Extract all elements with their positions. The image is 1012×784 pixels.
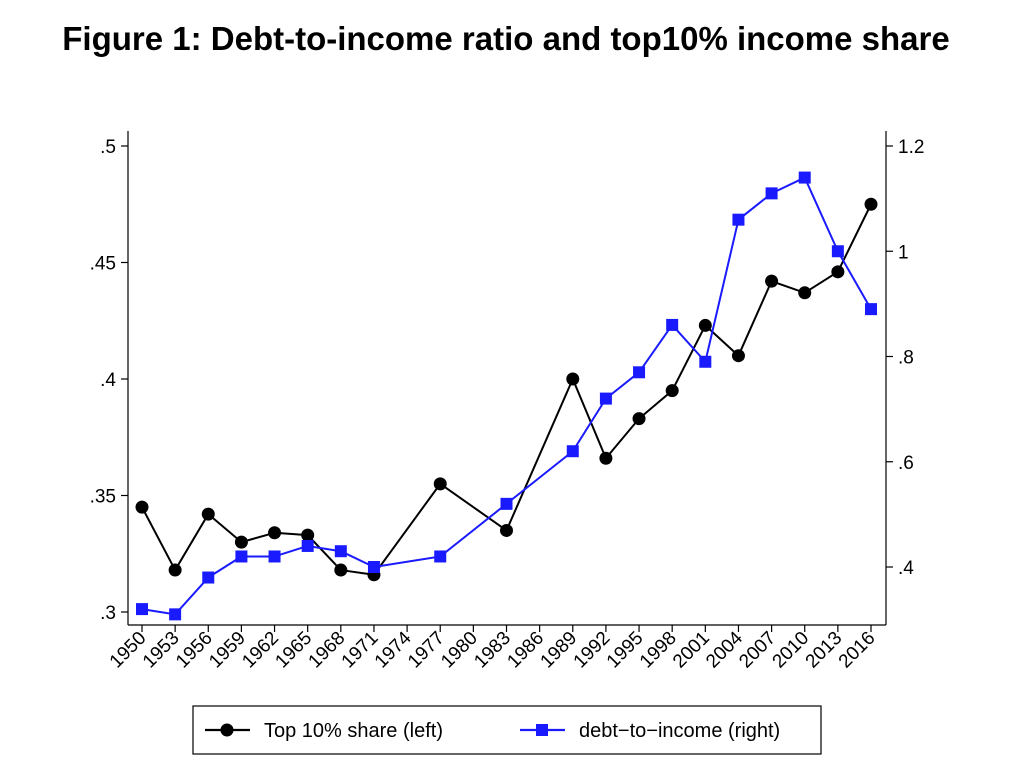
axes: .3.35.4.45.5.4.6.811.2195019531956195919… [90, 131, 924, 673]
right-tick-label: .4 [898, 558, 914, 579]
debt-to-income-point [235, 550, 248, 563]
debt-to-income-point [202, 571, 215, 584]
top10-share-point [234, 535, 248, 549]
debt-to-income-line [141, 176, 872, 616]
left-tick-label: .5 [100, 137, 116, 158]
legend-debt-marker [536, 724, 548, 736]
debt-to-income-point [599, 392, 612, 405]
debt-to-income-point [169, 608, 182, 621]
left-tick-label: .4 [100, 370, 116, 391]
x-tick-label: 1950 [106, 628, 151, 673]
right-tick-label: .6 [898, 453, 914, 474]
top10-share-point [798, 286, 812, 300]
debt-to-income-point [136, 603, 148, 616]
legend-debt-label: debt−to−income (right) [579, 720, 780, 742]
right-tick-label: 1.2 [898, 137, 924, 158]
x-tick-label: 2007 [735, 628, 780, 673]
debt-to-income-point [500, 497, 513, 510]
top10-share-point [632, 412, 646, 426]
x-tick-label: 1956 [172, 628, 217, 673]
legend-top10-marker [220, 723, 234, 737]
x-tick-label: 2013 [802, 628, 847, 673]
top10-share-point [433, 477, 447, 491]
chart-title: Figure 1: Debt-to-income ratio and top10… [62, 20, 950, 57]
top10-share-point [665, 384, 679, 398]
top10-share-point [698, 318, 712, 332]
series-lines [141, 176, 872, 616]
x-tick-label: 1959 [205, 628, 250, 673]
x-tick-label: 1953 [139, 628, 184, 673]
top10-share-point [201, 507, 215, 521]
debt-to-income-point [666, 318, 679, 331]
left-tick-label: .3 [100, 603, 116, 624]
x-tick-label: 1971 [338, 628, 383, 673]
debt-to-income-point [831, 245, 844, 258]
debt-to-income-point [367, 561, 380, 573]
x-tick-label: 2016 [835, 628, 880, 673]
left-tick-label: .45 [90, 254, 116, 275]
x-tick-label: 1968 [305, 628, 350, 673]
right-tick-label: .8 [898, 348, 914, 369]
x-tick-label: 2001 [669, 628, 714, 673]
x-tick-label: 1992 [570, 628, 615, 673]
debt-to-income-point [633, 366, 646, 379]
top10-share-point [334, 563, 348, 577]
top10-share-point [864, 197, 878, 211]
x-tick-label: 1980 [437, 628, 482, 673]
debt-to-income-point [334, 545, 347, 558]
x-tick-label: 1977 [404, 628, 449, 673]
x-tick-label: 1998 [636, 628, 681, 673]
top10-share-point [301, 528, 315, 542]
left-tick-label: .35 [90, 487, 116, 508]
debt-to-income-point [301, 539, 314, 552]
debt-to-income-point [268, 550, 281, 563]
top10-share-point [599, 451, 613, 465]
right-tick-label: 1 [898, 242, 909, 263]
top10-share-point [500, 523, 513, 537]
x-tick-label: 2004 [702, 627, 747, 672]
series-markers [135, 171, 878, 621]
top10-share-point [831, 265, 845, 279]
top10-share-point [566, 372, 580, 386]
debt-to-income-point [434, 550, 447, 563]
legend: Top 10% share (left) debt−to−income (righ… [192, 705, 822, 755]
x-tick-label: 1962 [238, 628, 283, 673]
debt-to-income-point [732, 213, 745, 226]
top10-share-point [765, 274, 779, 288]
x-tick-label: 1989 [537, 628, 582, 673]
debt-to-income-point [865, 303, 877, 316]
debt-to-income-point [798, 171, 811, 184]
x-tick-label: 1986 [503, 628, 548, 673]
x-tick-label: 1995 [603, 628, 648, 673]
legend-top10-label: Top 10% share (left) [264, 720, 443, 742]
x-tick-label: 1965 [271, 628, 316, 673]
x-tick-label: 2010 [769, 628, 814, 673]
top10-share-line [141, 203, 872, 576]
debt-to-income-point [699, 355, 712, 368]
top10-share-point [135, 500, 149, 514]
x-tick-label: 1983 [470, 628, 515, 673]
x-tick-label: 1974 [371, 627, 416, 672]
top10-share-point [268, 526, 282, 540]
debt-to-income-point [765, 187, 778, 200]
debt-to-income-point [566, 445, 579, 458]
top10-share-point [168, 563, 182, 577]
top10-share-point [731, 349, 745, 363]
legend-box [192, 705, 822, 755]
